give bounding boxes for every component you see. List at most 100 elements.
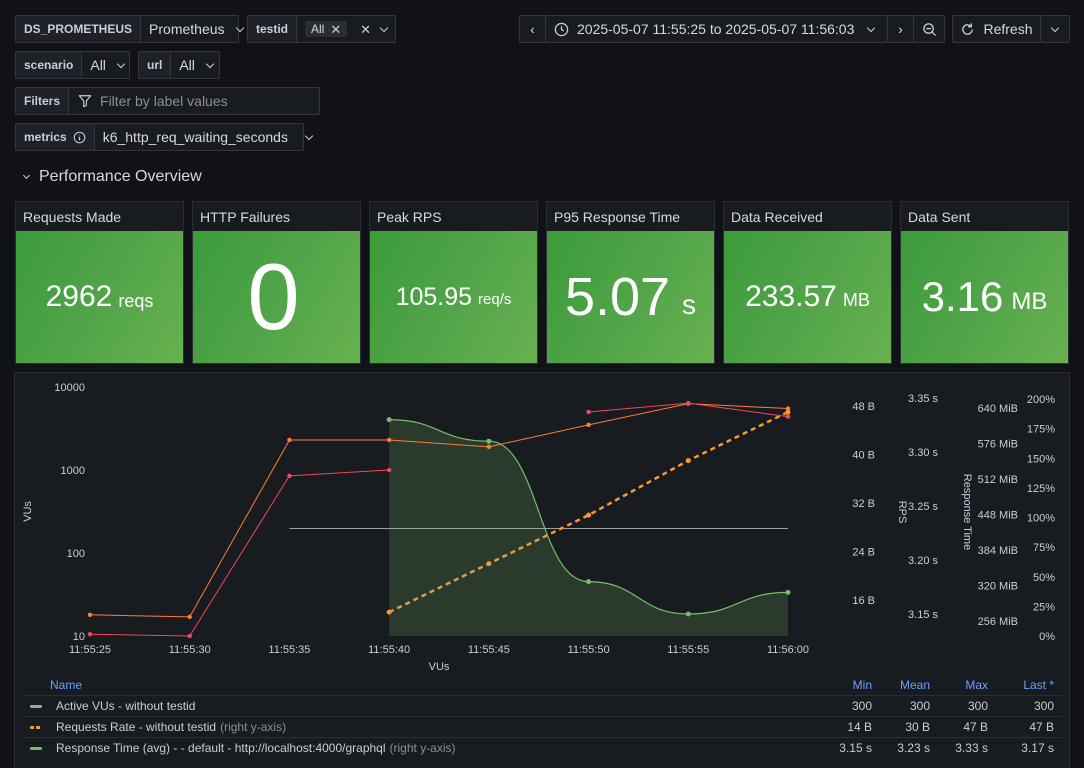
stat-title: Peak RPS	[377, 208, 442, 225]
series-point	[586, 422, 591, 428]
right-axis-tick: 3.20 s	[908, 555, 938, 567]
x-axis-tick: 11:55:25	[69, 644, 111, 656]
refresh-interval-button[interactable]	[1040, 15, 1070, 43]
legend-header-name[interactable]: Name	[50, 677, 83, 692]
time-shift-forward-button[interactable]: ›	[887, 15, 914, 43]
legend-series-name[interactable]: Requests Rate - without testid (right y-a…	[22, 720, 818, 734]
right-axis-tick: 150%	[1027, 453, 1055, 465]
datasource-variable-label: DS_PROMETHEUS	[16, 16, 142, 42]
series-point	[87, 612, 93, 618]
legend-series-name[interactable]: Response Time (avg) - - default - http:/…	[22, 741, 818, 755]
url-select[interactable]: All	[171, 52, 221, 78]
datasource-variable[interactable]: DS_PROMETHEUS Prometheus	[15, 15, 244, 43]
testid-chip-label: All	[311, 22, 325, 36]
refresh-label: Refresh	[983, 21, 1033, 37]
row-header-performance-overview[interactable]: Performance Overview	[22, 168, 202, 186]
series-point	[386, 467, 392, 473]
legend-max-value: 3.33 s	[955, 741, 988, 755]
legend-header-min[interactable]: Min	[852, 677, 872, 692]
stat-panel-requests-made: Requests Made 2962 reqs	[15, 201, 184, 364]
series-point	[586, 579, 592, 585]
scenario-select[interactable]: All	[82, 52, 132, 78]
testid-select[interactable]: All ✕ ✕	[297, 16, 395, 42]
series-point	[187, 633, 192, 639]
x-axis-tick: 11:55:45	[468, 644, 510, 656]
url-value: All	[179, 57, 195, 73]
time-shift-back-button[interactable]: ‹	[519, 15, 546, 43]
stat-unit: s	[682, 289, 697, 320]
metrics-variable[interactable]: metrics k6_http_req_waiting_seconds	[15, 123, 314, 151]
filters-input[interactable]	[100, 93, 311, 109]
legend-header: Name Min Mean Max Last *	[22, 674, 1062, 695]
legend-series-name[interactable]: Active VUs - without testid	[22, 699, 818, 713]
legend-series-label: Requests Rate - without testid	[56, 720, 217, 734]
x-axis-tick: 11:55:40	[368, 644, 410, 656]
right-axis-tick: 32 B	[852, 498, 875, 510]
legend-row[interactable]: Response Time (avg) - - default - http:/…	[22, 737, 1062, 758]
clear-icon[interactable]: ✕	[360, 21, 371, 37]
info-icon[interactable]	[73, 131, 86, 144]
stat-title: Requests Made	[23, 208, 122, 225]
legend-series-label: Response Time (avg) - - default - http:/…	[56, 741, 386, 755]
stat-value: 0	[247, 244, 300, 349]
right-axis-tick: 200%	[1027, 394, 1055, 406]
refresh-button[interactable]: Refresh	[952, 15, 1041, 43]
legend-mean-value: 300	[909, 699, 930, 713]
stat-title: Data Sent	[908, 208, 971, 225]
right-axis-tick: 320 MiB	[978, 581, 1018, 593]
filters-label: Filters	[16, 88, 70, 114]
stat-title: P95 Response Time	[554, 208, 681, 225]
stat-unit: req/s	[478, 290, 512, 308]
chevron-down-icon	[22, 171, 31, 180]
legend-last-value: 3.17 s	[1021, 741, 1054, 755]
legend-series-axis-note: (right y-axis)	[389, 741, 456, 755]
series-point	[685, 611, 691, 617]
clock-icon	[554, 22, 569, 36]
series-point	[287, 437, 292, 443]
metrics-select[interactable]: k6_http_req_waiting_seconds	[95, 124, 320, 150]
chevron-down-icon	[1050, 23, 1060, 32]
testid-chip: All ✕	[305, 21, 348, 37]
zoom-out-icon	[922, 22, 936, 36]
timeseries-chart[interactable]: 10 100 1000 10000 VUs 11:55:25 11:55:30 11:55:3…	[15, 373, 1071, 673]
scenario-variable[interactable]: scenario All	[15, 51, 130, 79]
right-axis-tick: 75%	[1033, 542, 1055, 554]
time-range-picker[interactable]: 2025-05-07 11:55:25 to 2025-05-07 11:56:…	[545, 15, 888, 43]
stat-value: 5.07	[564, 267, 671, 327]
stat-panel-peak-rps: Peak RPS 105.95 req/s	[369, 201, 538, 364]
series-point	[87, 632, 93, 637]
filters-input-wrap[interactable]	[69, 88, 319, 114]
right-axis-tick: 640 MiB	[978, 403, 1018, 415]
right-axis-label-response-time: Response Time	[961, 474, 973, 550]
chevron-down-icon	[867, 23, 876, 32]
legend-row[interactable]: Active VUs - without testid 300 300 300 300	[22, 695, 1062, 716]
stat-title: HTTP Failures	[200, 208, 290, 225]
legend-header-mean[interactable]: Mean	[899, 677, 930, 692]
url-variable[interactable]: url All	[138, 51, 220, 79]
testid-variable[interactable]: testid All ✕ ✕	[247, 15, 396, 43]
datasource-select[interactable]: Prometheus	[141, 16, 250, 42]
stat-value: 105.95	[395, 282, 473, 311]
stat-value: 2962	[45, 280, 113, 313]
filters-variable[interactable]: Filters	[15, 87, 320, 115]
legend-row[interactable]: Requests Rate - without testid (right y-a…	[22, 716, 1062, 737]
legend-mean-value: 3.23 s	[897, 741, 930, 755]
right-axis-tick: 3.30 s	[908, 447, 938, 459]
legend-header-max[interactable]: Max	[965, 677, 988, 692]
right-axis-tick: 0%	[1039, 631, 1055, 643]
series-point	[785, 406, 791, 411]
legend-last-value: 300	[1033, 699, 1054, 713]
left-axis-tick: 10	[73, 631, 85, 643]
series-point	[586, 512, 592, 518]
x-axis-tick: 11:55:55	[667, 644, 709, 656]
series-response-time-area	[389, 419, 788, 636]
right-axis-tick: 175%	[1027, 424, 1055, 436]
legend-header-last[interactable]: Last *	[1023, 677, 1054, 692]
legend-series-axis-note: (right y-axis)	[220, 720, 287, 734]
right-axis-tick: 100%	[1027, 513, 1055, 525]
chip-remove-icon[interactable]: ✕	[330, 21, 342, 37]
right-axis-tick: 576 MiB	[978, 439, 1018, 451]
legend-swatch	[30, 746, 42, 750]
chevron-down-icon	[116, 59, 126, 68]
zoom-out-button[interactable]	[913, 15, 945, 43]
